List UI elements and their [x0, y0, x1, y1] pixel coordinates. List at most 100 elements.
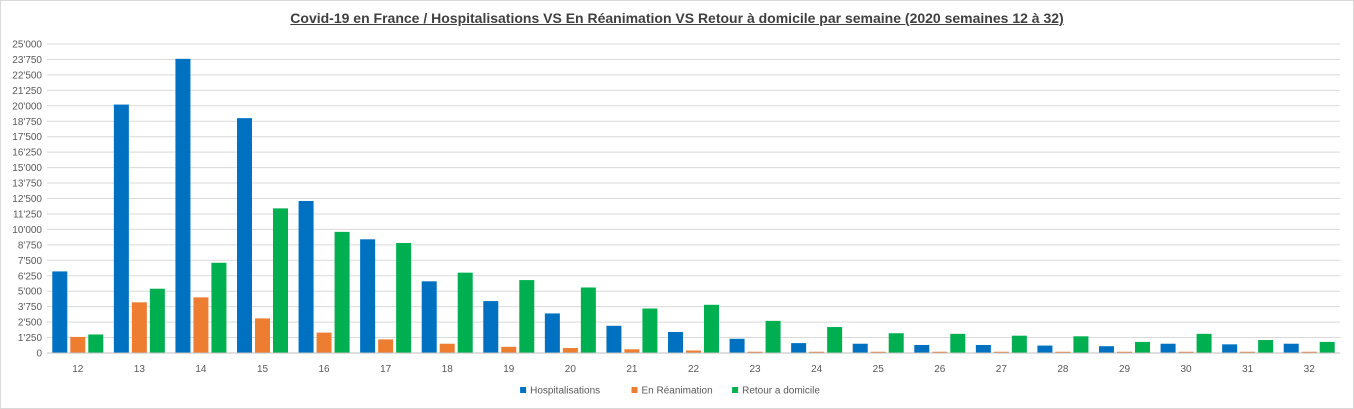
y-tick-label: 12'500: [12, 194, 42, 205]
y-tick-label: 17'500: [12, 132, 42, 143]
bar-retour-a-domicile-24: [827, 327, 843, 353]
x-tick-label: 28: [1057, 364, 1069, 375]
y-tick-label: 13'750: [12, 179, 42, 190]
x-tick-label: 23: [750, 364, 762, 375]
bar-retour-a-domicile-16: [334, 231, 350, 353]
bar-en-r-animation-19: [501, 346, 517, 353]
chart-title: Covid-19 en France / Hospitalisations VS…: [290, 10, 1064, 26]
y-tick-label: 18'750: [12, 117, 42, 128]
bar-hospitalisations-20: [544, 313, 560, 353]
bar-en-r-animation-31: [1240, 351, 1256, 353]
bar-retour-a-domicile-14: [211, 262, 227, 353]
bar-retour-a-domicile-18: [457, 272, 473, 353]
bar-retour-a-domicile-29: [1135, 341, 1150, 353]
y-tick-label: 6'250: [18, 271, 43, 282]
bar-retour-a-domicile-32: [1319, 341, 1335, 353]
bar-retour-a-domicile-22: [704, 304, 719, 353]
y-tick-label: 15'000: [12, 163, 42, 174]
bars: [52, 58, 1335, 354]
bar-en-r-animation-23: [747, 351, 763, 353]
legend-label: Retour a domicile: [742, 386, 820, 397]
bar-en-r-animation-18: [439, 343, 455, 353]
bar-retour-a-domicile-23: [765, 320, 781, 353]
bar-hospitalisations-19: [483, 301, 499, 353]
y-tick-label: 0: [36, 349, 42, 360]
bar-hospitalisations-23: [729, 338, 745, 353]
bar-en-r-animation-20: [562, 348, 578, 353]
bar-hospitalisations-28: [1037, 345, 1053, 353]
x-axis: 12 13 14 15 16 17 18 19 20 21 22 23 24 25 26 27 28 29 30 31…: [47, 352, 1340, 375]
legend-swatch: [520, 387, 527, 393]
bar-retour-a-domicile-12: [88, 334, 104, 353]
x-tick-label: 19: [503, 364, 515, 375]
legend-label: Hospitalisations: [530, 386, 600, 397]
x-tick-label: 20: [565, 364, 577, 375]
bar-retour-a-domicile-19: [519, 280, 535, 353]
y-tick-label: 10'000: [12, 225, 42, 236]
legend-label: En Réanimation: [642, 386, 713, 397]
bar-retour-a-domicile-15: [273, 208, 288, 353]
bar-en-r-animation-17: [378, 339, 394, 353]
x-tick-label: 18: [442, 364, 454, 375]
y-tick-label: 5'000: [18, 287, 43, 298]
x-tick-label: 26: [934, 364, 946, 375]
bar-retour-a-domicile-31: [1258, 340, 1274, 353]
y-tick-label: 1'250: [18, 333, 43, 344]
x-tick-label: 13: [134, 364, 146, 375]
bar-en-r-animation-15: [255, 318, 270, 353]
bar-en-r-animation-28: [1055, 351, 1071, 353]
bar-hospitalisations-31: [1222, 344, 1238, 353]
bar-retour-a-domicile-27: [1011, 335, 1027, 353]
bar-hospitalisations-21: [606, 325, 622, 353]
bar-hospitalisations-25: [852, 343, 868, 353]
bar-en-r-animation-16: [316, 332, 332, 353]
bar-en-r-animation-29: [1117, 351, 1132, 353]
bar-en-r-animation-24: [809, 351, 825, 353]
x-tick-label: 12: [72, 364, 84, 375]
bar-hospitalisations-24: [791, 343, 807, 353]
x-tick-label: 21: [626, 364, 638, 375]
bar-hospitalisations-32: [1283, 343, 1299, 353]
legend-swatch: [732, 387, 739, 393]
y-tick-label: 3'750: [18, 302, 43, 313]
y-tick-label: 25'000: [12, 40, 42, 51]
bar-hospitalisations-17: [360, 239, 376, 353]
bar-hospitalisations-22: [668, 331, 683, 353]
bar-retour-a-domicile-17: [396, 242, 412, 353]
y-axis: 0 1'250 2'500 3'750 5'000 6'250 7'500 8'750 10'0…: [12, 40, 42, 360]
bar-hospitalisations-16: [298, 200, 314, 353]
bar-hospitalisations-26: [914, 344, 930, 353]
y-tick-label: 11'250: [13, 209, 42, 220]
legend-swatch: [631, 387, 638, 393]
x-tick-label: 15: [257, 364, 269, 375]
bar-en-r-animation-14: [193, 297, 209, 353]
y-tick-label: 20'000: [12, 101, 42, 112]
bar-hospitalisations-12: [52, 271, 68, 353]
bar-en-r-animation-12: [70, 336, 86, 353]
y-tick-label: 21'250: [12, 86, 42, 97]
x-tick-label: 27: [996, 364, 1008, 375]
bar-retour-a-domicile-20: [580, 287, 596, 353]
y-tick-label: 8'750: [18, 240, 43, 251]
bar-en-r-animation-13: [131, 302, 147, 353]
bar-en-r-animation-26: [932, 351, 948, 353]
x-tick-label: 24: [811, 364, 823, 375]
bar-en-r-animation-30: [1178, 351, 1194, 353]
legend: Hospitalisations En Réanimation Retour a d…: [520, 386, 820, 397]
x-tick-label: 22: [688, 364, 700, 375]
bar-hospitalisations-15: [237, 118, 252, 353]
bar-hospitalisations-14: [175, 58, 191, 353]
bar-en-r-animation-22: [686, 350, 701, 353]
bar-retour-a-domicile-26: [950, 333, 966, 353]
x-tick-label: 16: [319, 364, 331, 375]
x-tick-label: 14: [195, 364, 207, 375]
bar-retour-a-domicile-25: [888, 333, 904, 353]
x-tick-label: 31: [1242, 364, 1254, 375]
y-tick-label: 7'500: [18, 256, 43, 267]
bar-hospitalisations-30: [1160, 343, 1176, 353]
x-tick-label: 32: [1304, 364, 1316, 375]
bar-en-r-animation-21: [624, 349, 640, 353]
x-tick-label: 30: [1181, 364, 1193, 375]
bar-hospitalisations-27: [975, 344, 991, 353]
